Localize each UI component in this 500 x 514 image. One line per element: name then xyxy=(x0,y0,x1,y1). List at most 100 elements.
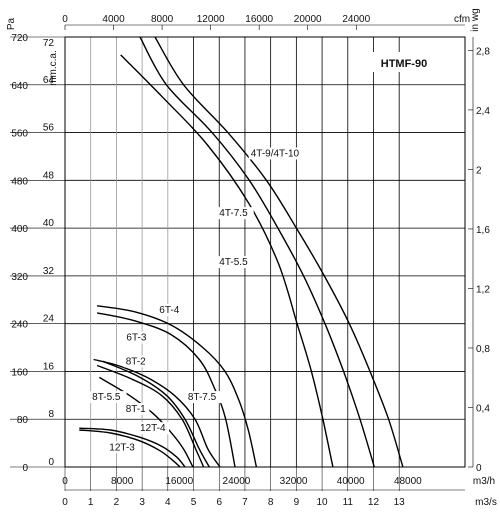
y-tick-label-inwg: 0 xyxy=(476,463,482,474)
x-tick-label-cfm: 0 xyxy=(62,14,68,25)
y-tick-label-pa: 240 xyxy=(11,320,28,331)
y-tick-label-inwg: 2,8 xyxy=(476,46,490,57)
y-unit-inwg: in wg xyxy=(470,8,481,31)
curve-6t-4 xyxy=(96,305,258,468)
axes: 0080816016240243203240040480485605664064… xyxy=(6,8,497,508)
x-tick-label-cfm: 16000 xyxy=(245,14,273,25)
y-tick-label-mm: 16 xyxy=(43,361,55,372)
x-tick-label-m3s: 13 xyxy=(394,497,406,508)
curve-label: 8T-5.5 xyxy=(92,392,121,403)
x-tick-label-cfm: 20000 xyxy=(294,14,322,25)
curve-label: 4T-7.5 xyxy=(219,208,248,219)
x-tick-label-m3h: 24000 xyxy=(223,476,251,487)
curve-label-bg xyxy=(248,147,307,160)
y-tick-label-pa: 720 xyxy=(11,33,28,44)
chart-title: HTMF-90 xyxy=(381,58,427,70)
curve-label-bg xyxy=(107,441,139,454)
x-tick-label-m3s: 6 xyxy=(216,497,222,508)
y-tick-label-mm: 0 xyxy=(48,457,54,468)
y-tick-label-mm: 8 xyxy=(48,409,54,420)
curve-12t-4 xyxy=(79,427,186,468)
curve-4t-7-5 xyxy=(139,36,375,468)
curve-label: 8T-7.5 xyxy=(188,392,217,403)
x-tick-label-m3s: 8 xyxy=(268,497,274,508)
title-box: HTMF-90 xyxy=(372,52,436,72)
y-tick-label-mm: 48 xyxy=(43,170,55,181)
x-unit-m3h: m3/h xyxy=(473,476,495,487)
curve-label: 4T-5.5 xyxy=(219,257,248,268)
x-tick-label-cfm: 24000 xyxy=(342,14,370,25)
curve-8t-5-5 xyxy=(102,360,210,468)
x-tick-label-m3h: 48000 xyxy=(394,476,422,487)
y-tick-label-mm: 32 xyxy=(43,266,55,277)
curve-label-bg xyxy=(185,391,223,404)
y-tick-label-mm: 72 xyxy=(43,38,55,49)
x-tick-label-m3s: 5 xyxy=(191,497,197,508)
curve-4t-5-5 xyxy=(120,54,334,468)
curve-label-bg xyxy=(217,207,254,220)
y-tick-label-pa: 640 xyxy=(11,81,28,92)
y-tick-label-pa: 320 xyxy=(11,272,28,283)
x-tick-label-cfm: 8000 xyxy=(151,14,174,25)
y-tick-label-inwg: 1,2 xyxy=(476,284,490,295)
x-tick-label-m3s: 2 xyxy=(114,497,120,508)
y-unit-pa: Pa xyxy=(6,17,17,30)
y-tick-label-mm: 24 xyxy=(43,314,55,325)
x-tick-label-cfm: 4000 xyxy=(102,14,125,25)
y-tick-label-pa: 400 xyxy=(11,224,28,235)
curve-label-bg xyxy=(138,422,169,435)
curve-label: 4T-9/4T-10 xyxy=(251,148,300,159)
x-tick-label-m3s: 4 xyxy=(165,497,171,508)
curve-label-bg xyxy=(157,303,183,316)
curve-label: 8T-1 xyxy=(126,404,146,415)
y-tick-label-pa: 80 xyxy=(17,415,29,426)
y-tick-label-inwg: 2 xyxy=(476,165,482,176)
x-tick-label-m3h: 8000 xyxy=(111,476,134,487)
curve-6t-3 xyxy=(96,312,236,468)
y-tick-label-mm: 56 xyxy=(43,123,55,134)
y-unit-mm: mm.c.a. xyxy=(48,50,59,86)
y-tick-label-inwg: 2,4 xyxy=(476,106,490,117)
y-tick-label-pa: 160 xyxy=(11,367,28,378)
curve-label: 12T-4 xyxy=(140,423,166,434)
curve-label-bg xyxy=(90,391,127,404)
curve-label: 8T-2 xyxy=(126,356,146,367)
curve-label-bg xyxy=(123,403,150,416)
x-tick-label-m3h: 32000 xyxy=(280,476,308,487)
y-tick-label-pa: 560 xyxy=(11,129,28,140)
y-tick-label-mm: 40 xyxy=(43,218,55,229)
y-tick-label-inwg: 0,8 xyxy=(476,344,490,355)
curve-8t-7-5 xyxy=(93,358,221,468)
x-tick-label-m3s: 12 xyxy=(368,497,380,508)
curve-label-bg xyxy=(217,256,254,269)
x-tick-label-m3s: 3 xyxy=(139,497,145,508)
x-tick-label-m3s: 11 xyxy=(343,497,354,508)
grid xyxy=(65,36,465,468)
y-tick-label-pa: 0 xyxy=(22,463,28,474)
x-tick-label-m3h: 16000 xyxy=(165,476,193,487)
x-unit-cfm: cfm xyxy=(454,14,470,25)
curve-8t-2 xyxy=(96,364,205,468)
x-unit-m3s: m3/s xyxy=(475,497,497,508)
curve-labels: 4T-9/4T-10 4T-7.5 4T-5.5 6T-4 6T-3 8T-7.5 8T-5… xyxy=(90,147,307,454)
curves xyxy=(79,36,404,468)
x-tick-label-m3s: 0 xyxy=(62,497,68,508)
y-tick-label-inwg: 1,6 xyxy=(476,225,490,236)
plot-frame xyxy=(64,36,466,468)
y-tick-label-inwg: 0,4 xyxy=(476,403,490,414)
x-tick-label-m3s: 9 xyxy=(294,497,300,508)
curve-label: 12T-3 xyxy=(109,442,135,453)
x-tick-label-m3s: 1 xyxy=(88,497,94,508)
x-tick-label-m3h: 0 xyxy=(62,476,68,487)
y-tick-label-mm: 64 xyxy=(43,75,55,86)
x-tick-label-m3s: 10 xyxy=(317,497,329,508)
curve-12t-3 xyxy=(79,429,181,468)
y-tick-label-pa: 480 xyxy=(11,176,28,187)
curve-label: 6T-4 xyxy=(159,305,179,316)
curve-4t-9-4t-10 xyxy=(154,36,404,468)
curve-label-bg xyxy=(124,331,151,344)
x-tick-label-m3s: 7 xyxy=(242,497,248,508)
x-tick-label-cfm: 12000 xyxy=(197,14,225,25)
curve-label: 6T-3 xyxy=(126,332,146,343)
